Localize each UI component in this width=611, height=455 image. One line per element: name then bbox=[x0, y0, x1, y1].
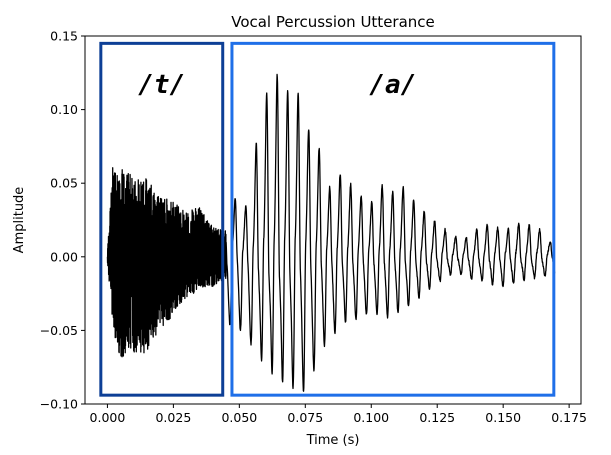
x-axis: 0.000 0.025 0.050 0.075 0.100 0.125 0.150 0.175 bbox=[90, 404, 587, 425]
y-tick-label: 0.05 bbox=[50, 176, 78, 191]
x-tick-label: 0.125 bbox=[419, 410, 455, 425]
x-tick-label: 0.150 bbox=[485, 410, 521, 425]
y-axis-label: Amplitude bbox=[12, 187, 27, 254]
y-tick-label: 0.10 bbox=[50, 102, 78, 117]
y-tick-label: 0.00 bbox=[50, 249, 78, 264]
y-tick-label: 0.15 bbox=[50, 29, 78, 44]
region-label-t: /t/ bbox=[138, 70, 185, 100]
waveform-line bbox=[106, 73, 556, 392]
plot-frame bbox=[84, 35, 582, 405]
x-tick-label: 0.075 bbox=[287, 410, 323, 425]
x-tick-label: 0.050 bbox=[221, 410, 257, 425]
x-tick-label: 0.175 bbox=[551, 410, 587, 425]
y-axis: −0.10 −0.05 0.00 0.05 0.10 0.15 bbox=[40, 29, 85, 412]
y-tick-label: −0.05 bbox=[40, 323, 78, 338]
x-axis-label: Time (s) bbox=[306, 433, 360, 448]
region-box-a bbox=[230, 41, 556, 397]
y-tick-label: −0.10 bbox=[40, 397, 78, 412]
region-box-t bbox=[99, 41, 225, 397]
x-tick-label: 0.000 bbox=[90, 410, 126, 425]
region-label-a: /a/ bbox=[369, 70, 416, 100]
chart-title: Vocal Percussion Utterance bbox=[231, 13, 435, 31]
plot-content: /t/ /a/ bbox=[99, 41, 556, 397]
x-tick-label: 0.100 bbox=[353, 410, 389, 425]
x-tick-label: 0.025 bbox=[155, 410, 191, 425]
